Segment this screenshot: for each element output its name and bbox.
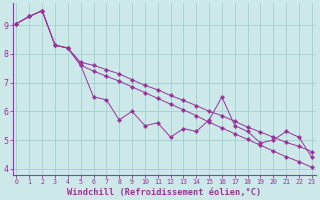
X-axis label: Windchill (Refroidissement éolien,°C): Windchill (Refroidissement éolien,°C) [67,188,261,197]
